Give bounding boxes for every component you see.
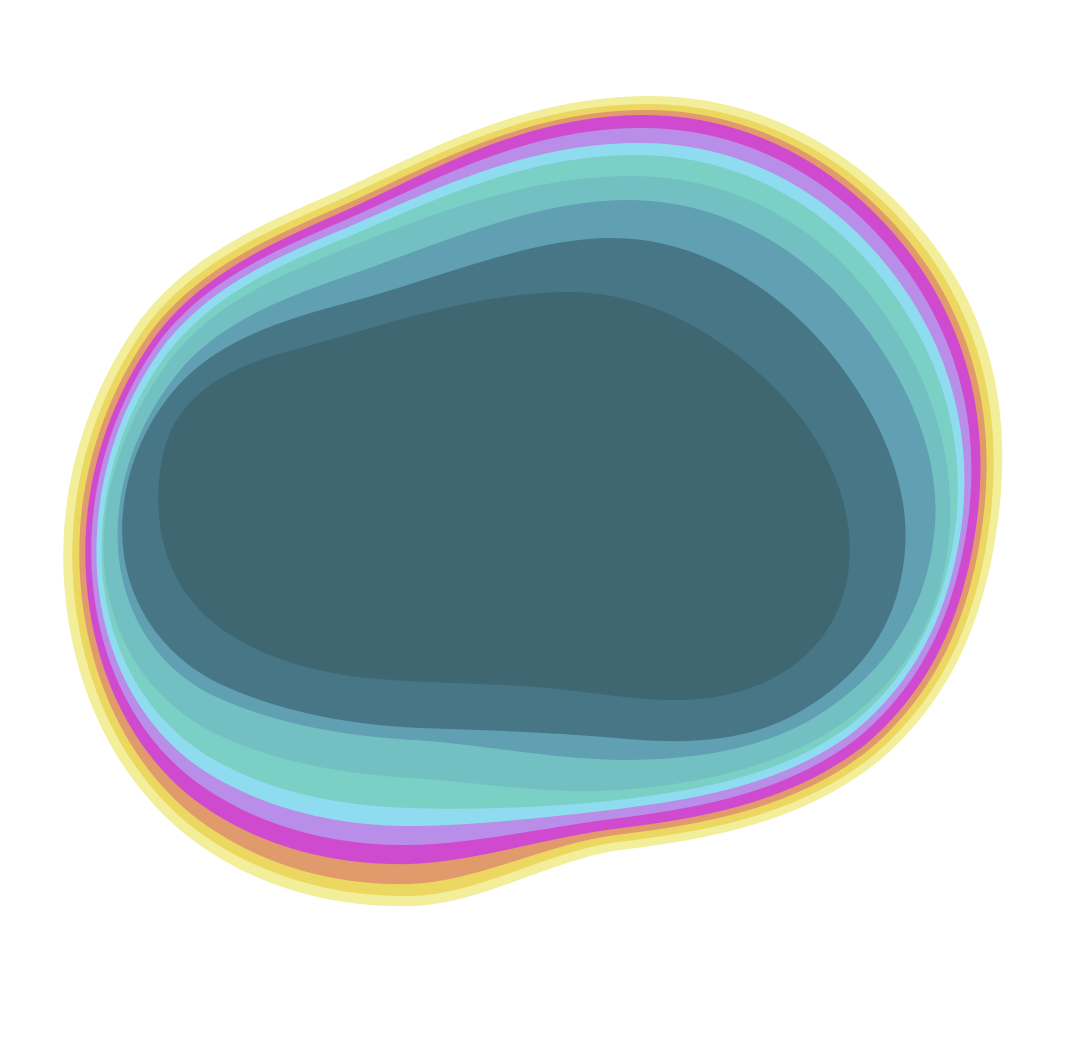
blob-layer-deep-slate [158, 292, 850, 701]
